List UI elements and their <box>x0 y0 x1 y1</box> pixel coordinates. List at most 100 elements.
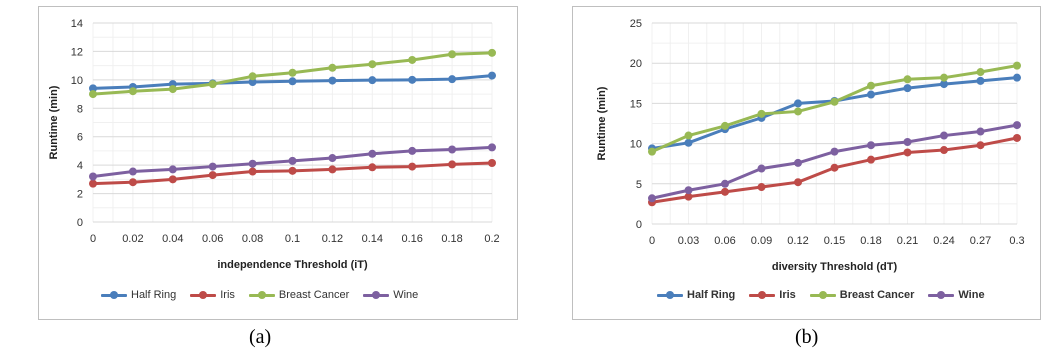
data-point-half-ring <box>408 75 417 84</box>
data-point-iris <box>721 187 729 196</box>
data-point-breast-cancer <box>940 73 948 82</box>
legend-marker <box>657 291 683 299</box>
data-point-iris <box>408 162 417 171</box>
x-tick-label: 0.27 <box>970 235 991 247</box>
y-tick-label: 4 <box>77 160 83 172</box>
x-tick-label: 0.21 <box>897 235 918 247</box>
data-point-breast-cancer <box>794 107 802 116</box>
y-tick-label: 2 <box>77 189 83 201</box>
legend-label: Breast Cancer <box>839 289 915 301</box>
data-point-breast-cancer <box>721 121 729 130</box>
legend-marker <box>363 291 390 299</box>
legend-item: Iris <box>749 289 796 301</box>
data-point-wine <box>976 127 985 136</box>
x-tick-label: 0.09 <box>751 235 772 247</box>
data-point-iris <box>208 171 217 180</box>
data-point-iris <box>684 192 693 201</box>
data-point-wine <box>448 145 457 154</box>
data-point-half-ring <box>368 76 377 85</box>
data-point-wine <box>1013 121 1021 130</box>
x-tick-label: 0.02 <box>122 233 143 245</box>
y-axis-title: Runtime (min) <box>596 86 608 160</box>
data-point-iris <box>794 178 802 187</box>
x-tick-label: 0.06 <box>714 235 735 247</box>
data-point-breast-cancer <box>448 50 457 59</box>
data-point-breast-cancer <box>288 68 297 77</box>
data-point-half-ring <box>448 75 457 84</box>
caption-b: (b) <box>795 326 819 348</box>
x-tick-label: 0.2 <box>484 233 499 245</box>
data-point-wine <box>408 146 417 155</box>
data-point-breast-cancer <box>208 80 217 89</box>
x-tick-label: 0.03 <box>678 235 699 247</box>
y-tick-label: 15 <box>630 98 642 110</box>
data-point-iris <box>248 167 257 176</box>
data-point-breast-cancer <box>408 55 417 64</box>
legend-label: Iris <box>220 289 235 301</box>
legend-label: Half Ring <box>131 289 177 301</box>
legend-a: Half Ring Iris Breast Cancer Wine <box>101 289 418 301</box>
data-point-wine <box>288 156 297 165</box>
y-axis-title: Runtime (min) <box>48 85 60 159</box>
data-point-wine <box>721 179 729 188</box>
legend-item: Breast Cancer <box>248 289 350 301</box>
data-point-breast-cancer <box>648 147 656 156</box>
legend-label: Breast Cancer <box>278 289 350 301</box>
data-point-breast-cancer <box>1013 61 1021 70</box>
chart-b-minor-grid <box>651 23 1018 224</box>
data-point-wine <box>368 149 377 158</box>
data-point-half-ring <box>976 76 985 85</box>
data-point-iris <box>830 163 839 172</box>
y-tick-label: 6 <box>77 132 83 144</box>
data-point-half-ring <box>248 77 257 86</box>
data-point-wine <box>488 143 496 152</box>
data-point-half-ring <box>903 84 912 93</box>
data-point-iris <box>288 166 297 175</box>
data-point-wine <box>684 186 693 195</box>
legend-marker <box>190 291 217 299</box>
data-point-iris <box>867 155 875 164</box>
legend-b: Half Ring Iris Breast Cancer Wine <box>657 289 985 301</box>
data-point-iris <box>168 175 177 184</box>
data-point-half-ring <box>867 90 875 99</box>
x-tick-label: 0.08 <box>242 233 263 245</box>
data-point-wine <box>903 137 912 146</box>
legend-marker <box>248 291 275 299</box>
y-tick-label: 12 <box>71 46 83 58</box>
data-point-iris <box>757 183 766 192</box>
data-point-breast-cancer <box>757 109 766 118</box>
data-point-iris <box>328 165 337 174</box>
data-point-wine <box>89 172 97 181</box>
data-point-breast-cancer <box>684 131 693 140</box>
y-tick-label: 8 <box>77 103 83 115</box>
data-point-iris <box>448 160 457 169</box>
legend-item: Breast Cancer <box>809 289 915 301</box>
x-tick-label: 0.24 <box>933 235 954 247</box>
legend-label: Wine <box>393 289 419 301</box>
data-point-iris <box>488 159 496 168</box>
legend-item: Half Ring <box>101 289 176 301</box>
x-tick-label: 0.04 <box>162 233 183 245</box>
data-point-wine <box>648 194 656 203</box>
data-point-breast-cancer <box>903 75 912 84</box>
legend-marker <box>749 291 776 299</box>
data-point-iris <box>128 178 137 187</box>
data-point-iris <box>903 148 912 157</box>
data-point-wine <box>208 162 217 171</box>
x-axis-title: independence Threshold (iT) <box>217 259 368 271</box>
data-point-breast-cancer <box>89 90 97 99</box>
data-point-half-ring <box>288 77 297 86</box>
data-point-iris <box>1013 133 1021 142</box>
data-point-breast-cancer <box>867 81 875 90</box>
data-point-breast-cancer <box>368 60 377 69</box>
x-tick-label: 0.16 <box>401 233 422 245</box>
data-point-iris <box>89 179 97 188</box>
data-point-half-ring <box>89 84 97 93</box>
y-tick-label: 25 <box>630 18 642 30</box>
data-point-iris <box>368 163 377 172</box>
chart-a-svg: 0 2 4 6 8 10 12 14 0 0.02 0.04 0.06 0.08 0.1 0.12 0.14 0… <box>48 18 500 271</box>
x-axis-title: diversity Threshold (dT) <box>772 261 898 273</box>
y-tick-label: 20 <box>630 58 642 70</box>
data-point-wine <box>794 158 802 167</box>
y-tick-label: 10 <box>71 75 83 87</box>
